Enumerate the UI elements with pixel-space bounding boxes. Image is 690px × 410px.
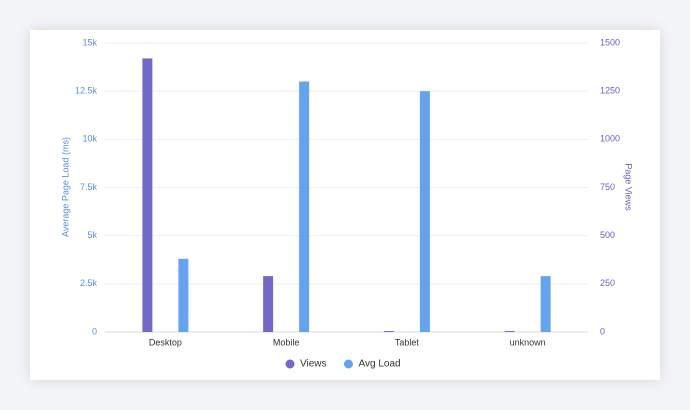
y-tick-label: 12.5k xyxy=(75,86,98,96)
x-tick-label: Desktop xyxy=(149,337,182,347)
bar xyxy=(540,276,551,332)
x-tick-label: Mobile xyxy=(273,337,300,347)
y-tick-label: 10k xyxy=(82,134,97,144)
y-tick-label: 15k xyxy=(82,37,97,47)
legend-marker xyxy=(285,359,295,369)
chart-card xyxy=(30,30,660,380)
y2-tick-label: 1500 xyxy=(600,37,620,47)
y-tick-label: 7.5k xyxy=(80,182,98,192)
bar xyxy=(142,58,153,333)
y2-tick-label: 250 xyxy=(600,278,615,288)
bar xyxy=(178,258,189,332)
y2-tick-label: 0 xyxy=(600,326,605,336)
bar xyxy=(504,331,515,333)
x-tick-label: Tablet xyxy=(395,337,420,347)
bar xyxy=(419,91,430,333)
y-tick-label: 2.5k xyxy=(80,278,98,288)
bar xyxy=(383,331,394,333)
y2-tick-label: 750 xyxy=(600,182,615,192)
legend-label: Avg Load xyxy=(359,359,401,370)
bar xyxy=(299,81,310,333)
x-tick-label: unknown xyxy=(510,337,546,347)
y-tick-label: 5k xyxy=(87,230,97,240)
y2-axis-title: Page Views xyxy=(624,163,634,211)
y2-tick-label: 1250 xyxy=(600,86,620,96)
y-axis-title: Average Page Load (ms) xyxy=(60,137,70,237)
legend-label: Views xyxy=(300,359,327,370)
y2-tick-label: 500 xyxy=(600,230,615,240)
bar xyxy=(263,276,274,332)
y2-tick-label: 1000 xyxy=(600,134,620,144)
y-tick-label: 0 xyxy=(92,326,97,336)
legend-marker xyxy=(344,359,353,369)
